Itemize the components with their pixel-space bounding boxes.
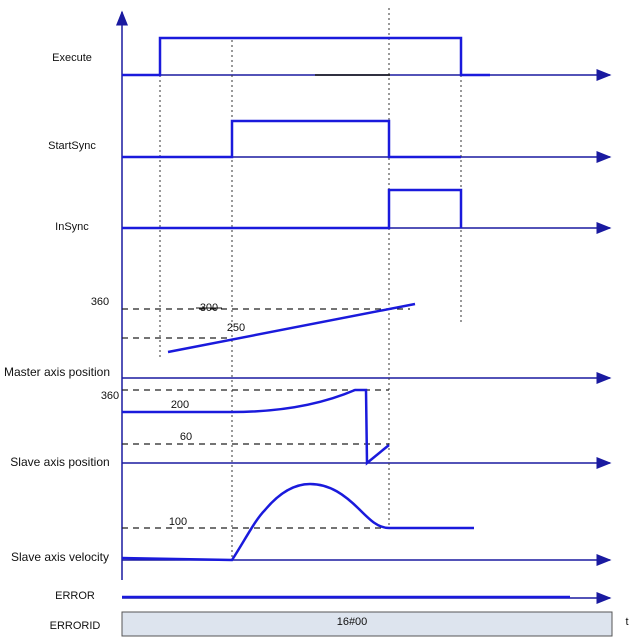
level-label: 360 bbox=[91, 296, 109, 308]
time-axis-label: t bbox=[625, 616, 628, 628]
level-label: 360 bbox=[101, 390, 119, 402]
slave-position-curve bbox=[122, 388, 390, 466]
signal-label: InSync bbox=[55, 221, 89, 233]
startsync-signal bbox=[122, 119, 461, 159]
insync-signal bbox=[122, 188, 463, 230]
level-label: 300 bbox=[200, 302, 218, 314]
level-label: 60 bbox=[180, 431, 192, 443]
execute-signal bbox=[122, 36, 490, 77]
signal-label: Execute bbox=[52, 52, 92, 64]
level-label: 100 bbox=[169, 516, 187, 528]
baselines bbox=[122, 69, 612, 604]
signal-label: StartSync bbox=[48, 140, 96, 152]
slave-velocity-curve bbox=[121, 482, 474, 562]
errorid-box bbox=[121, 611, 613, 637]
signal-label: Master axis position bbox=[4, 365, 110, 379]
signal-label: Slave axis position bbox=[10, 455, 109, 469]
time-markers bbox=[159, 8, 462, 560]
level-label: 200 bbox=[171, 399, 189, 411]
reference-levels bbox=[122, 308, 410, 529]
errorid-value: 16#00 bbox=[337, 616, 368, 628]
level-label: 250 bbox=[227, 322, 245, 334]
signal-label: ERROR bbox=[55, 590, 95, 602]
master-position-ramp bbox=[167, 302, 416, 354]
signal-label: Slave axis velocity bbox=[11, 550, 109, 564]
signal-label: ERRORID bbox=[50, 620, 101, 632]
